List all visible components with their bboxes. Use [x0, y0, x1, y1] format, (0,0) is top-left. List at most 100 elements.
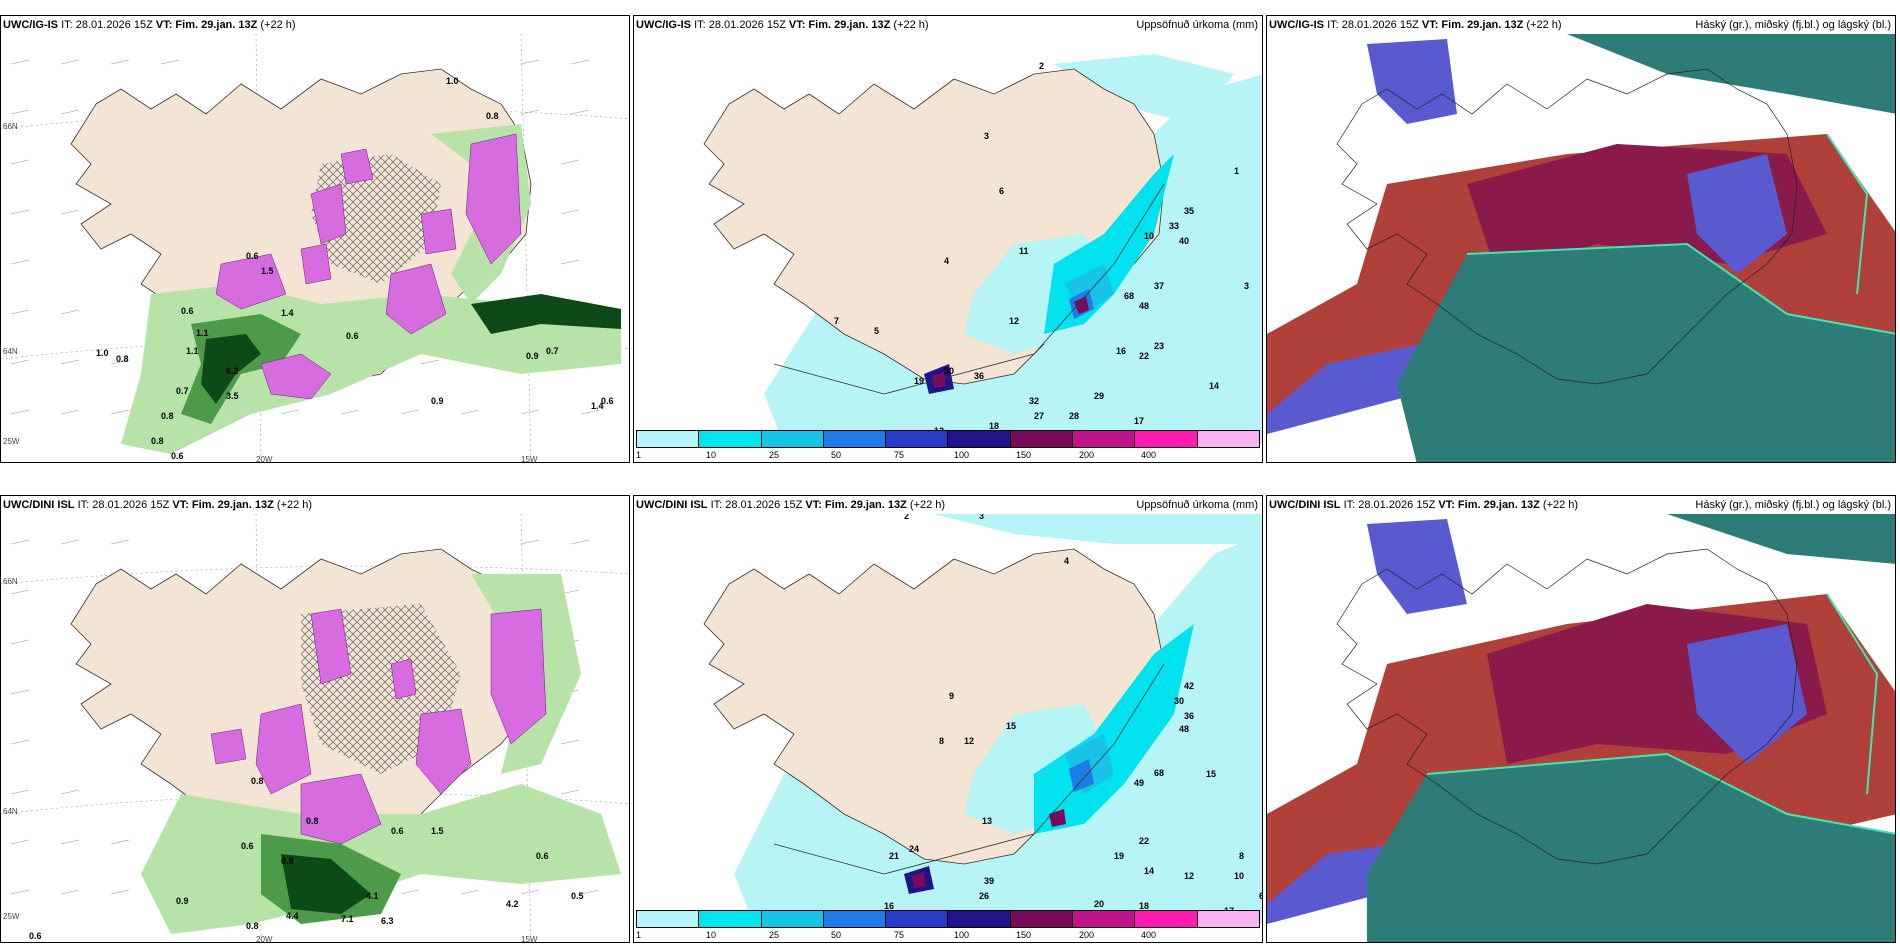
colorbar-seg	[823, 911, 887, 927]
left-value: 1.4	[281, 308, 294, 318]
colorbar-label: 50	[831, 930, 842, 940]
colorbar-label: 400	[1141, 930, 1157, 940]
mid-value: 30	[944, 366, 954, 376]
colorbar-seg	[761, 911, 824, 927]
mid-value: 4	[1064, 556, 1069, 566]
mid-value: 68	[1124, 291, 1134, 301]
mid-value: 15	[1006, 721, 1016, 731]
mid-value: 24	[909, 844, 919, 854]
colorbar-seg	[948, 431, 1011, 447]
panel-accum-precip-row1: UWC/IG-IS IT: 28.01.2026 15Z VT: Fim. 29…	[633, 15, 1263, 463]
mid-value: 22	[1139, 351, 1149, 361]
mid-value: 35	[1184, 206, 1194, 216]
map-right-row1	[1267, 34, 1895, 462]
left-value: 0.8	[251, 776, 264, 786]
colorbar-seg	[1073, 911, 1136, 927]
left-value: 1.5	[261, 266, 274, 276]
mid-value: 3	[1244, 281, 1249, 291]
colorbar-seg	[699, 431, 762, 447]
mid-value: 4	[944, 256, 949, 266]
mid-value: 12	[1184, 871, 1194, 881]
left-value: 0.6	[171, 451, 184, 461]
colorbar-seg	[1010, 911, 1074, 927]
mid-value: 3	[979, 514, 984, 521]
mid-value: 36	[974, 371, 984, 381]
iceland-outline	[1336, 548, 1798, 865]
left-value: 0.9	[431, 396, 444, 406]
precip-green	[121, 124, 621, 454]
mid-value: 68	[1154, 768, 1164, 778]
mid-value: 26	[979, 891, 989, 901]
panel-header: UWC/DINI ISL IT: 28.01.2026 15Z VT: Fim.…	[636, 499, 946, 511]
mid-value: 48	[1139, 301, 1149, 311]
mid-value: 21	[889, 851, 899, 861]
colorbar-seg	[1135, 911, 1198, 927]
colorbar-label: 100	[954, 450, 970, 460]
colorbar-label: 10	[706, 930, 717, 940]
colorbar-seg	[1135, 431, 1198, 447]
left-value: 0.6	[246, 251, 259, 261]
colorbar-label: 25	[769, 930, 780, 940]
colorbar	[636, 910, 1260, 928]
mid-value: 49	[1134, 778, 1144, 788]
colorbar-label: 100	[954, 930, 970, 940]
left-value: 1.4	[591, 401, 604, 411]
lat-label: 66N	[3, 122, 18, 131]
mid-value: 9	[949, 691, 954, 701]
left-value: 1.0	[96, 348, 109, 358]
left-value: 0.6	[181, 306, 194, 316]
mid-value: 18	[1139, 901, 1149, 911]
lat-label: 66N	[3, 577, 18, 586]
left-values: 0.8 0.6 0.9 0.8 0.6 4.4 7.1 4.1 6.3 0.5 …	[29, 776, 584, 941]
colorbar-label: 200	[1079, 450, 1095, 460]
mid-value: 8	[1239, 851, 1244, 861]
colorbar-labels: 1 10 25 50 75 100 150 200 400	[636, 450, 1260, 462]
colorbar-seg	[1197, 911, 1259, 927]
mid-value: 22	[1139, 836, 1149, 846]
map-left-row1: 1.0 0.8 0.6 1.5 1.4 3.5 6.2 0.7 0.6 0.8 …	[1, 34, 629, 462]
colorbar-label: 400	[1141, 450, 1157, 460]
left-value: 1.5	[431, 826, 444, 836]
mid-value: 37	[1154, 281, 1164, 291]
panel-header: UWC/DINI ISL IT: 28.01.2026 15Z VT: Fim.…	[3, 499, 313, 511]
colorbar-seg	[637, 911, 700, 927]
mid-value: 40	[1179, 236, 1189, 246]
lon-label: 25W	[3, 437, 20, 446]
mid-value: 3	[984, 131, 989, 141]
colorbar-label: 1	[636, 930, 642, 940]
mid-value: 36	[1184, 711, 1194, 721]
left-value: 0.8	[486, 111, 499, 121]
precip-snow	[215, 133, 522, 400]
left-value: 1.0	[446, 76, 459, 86]
colorbar-seg	[886, 431, 949, 447]
colorbar-seg	[637, 431, 700, 447]
left-value: 0.9	[526, 351, 539, 361]
panel-header: UWC/IG-IS IT: 28.01.2026 15Z VT: Fim. 29…	[1269, 19, 1562, 31]
colorbar-seg	[1073, 431, 1136, 447]
mid-value: 29	[1094, 391, 1104, 401]
panel-header: UWC/IG-IS IT: 28.01.2026 15Z VT: Fim. 29…	[636, 19, 929, 31]
mid-value: 28	[1069, 411, 1079, 421]
left-value: 0.6	[391, 826, 404, 836]
colorbar-seg	[1010, 431, 1074, 447]
left-value: 0.8	[306, 816, 319, 826]
panel-clouds-row2: UWC/DINI ISL IT: 28.01.2026 15Z VT: Fim.…	[1266, 495, 1896, 943]
mid-value: 39	[984, 876, 994, 886]
left-value: 0.5	[571, 891, 584, 901]
mid-value: 12	[964, 736, 974, 746]
mid-value: 14	[1209, 381, 1219, 391]
lon-label: 20W	[256, 935, 273, 943]
mid-value: 19	[1114, 851, 1124, 861]
map-left-row2: 0.8 0.6 0.9 0.8 0.6 4.4 7.1 4.1 6.3 0.5 …	[1, 514, 629, 943]
mid-value: 16	[884, 901, 894, 911]
panel-title: Uppsöfnuð úrkoma (mm)	[1136, 19, 1258, 31]
mid-value: 23	[1154, 341, 1164, 351]
mid-value: 8	[939, 736, 944, 746]
panel-title: Háský (gr.), miðský (fj.bl.) og lágský (…	[1695, 19, 1891, 31]
mid-value: 7	[834, 316, 839, 326]
iceland-outline	[1336, 68, 1798, 385]
map-mid-row2: 2 3 4 8 12 15 9 16 21 24 13 39 26 20 18 …	[703, 514, 1262, 924]
colorbar-label: 75	[894, 450, 905, 460]
left-value: 4.4	[286, 911, 299, 921]
mid-value: 33	[1169, 221, 1179, 231]
